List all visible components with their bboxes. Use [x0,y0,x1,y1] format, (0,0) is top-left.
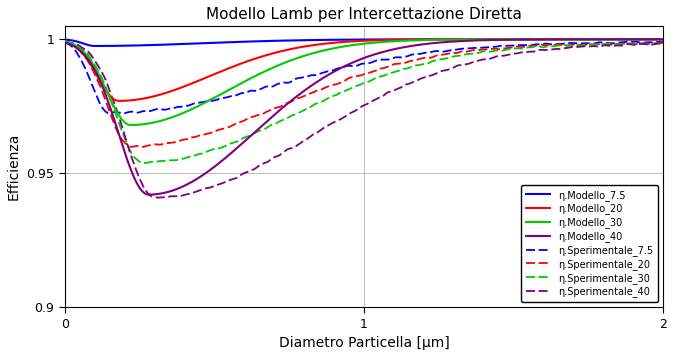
η.Sperimentale_30 [516,46,524,51]
η.Modello_30 [409,38,417,42]
Line: η.Modello_7.5: η.Modello_7.5 [65,39,663,46]
η.Sperimentale_7.5 [409,52,417,56]
Line: η.Sperimentale_7.5: η.Sperimentale_7.5 [65,42,663,113]
η.Modello_20 [61,40,69,44]
η.Modello_20 [577,37,585,41]
η.Modello_40 [61,40,69,45]
η.Modello_7.5 [98,44,106,48]
η.Sperimentale_7.5 [98,105,106,109]
η.Modello_40 [409,44,417,48]
Line: η.Modello_20: η.Modello_20 [65,39,663,101]
η.Modello_20 [443,37,451,41]
η.Modello_30 [98,79,106,83]
η.Modello_7.5 [659,37,667,41]
η.Sperimentale_20 [443,52,451,56]
η.Modello_30 [127,123,135,127]
η.Modello_7.5 [443,37,451,41]
η.Sperimentale_20 [577,43,585,47]
η.Modello_40 [577,37,585,41]
η.Modello_20 [516,37,524,41]
η.Sperimentale_20 [98,88,106,92]
η.Modello_7.5 [425,37,433,41]
Line: η.Modello_30: η.Modello_30 [65,39,663,125]
η.Modello_30 [577,37,585,41]
η.Sperimentale_7.5 [632,40,640,44]
η.Sperimentale_30 [61,40,69,44]
η.Modello_30 [425,38,433,42]
η.Sperimentale_40 [425,74,433,78]
η.Sperimentale_30 [409,64,417,68]
X-axis label: Diametro Particella [μm]: Diametro Particella [μm] [278,336,450,350]
η.Modello_7.5 [516,37,524,41]
η.Sperimentale_20 [61,41,69,45]
η.Modello_20 [115,99,123,103]
η.Sperimentale_7.5 [577,41,585,45]
η.Modello_40 [443,40,451,44]
η.Sperimentale_40 [98,70,106,74]
η.Sperimentale_20 [409,59,417,63]
η.Sperimentale_40 [154,196,162,200]
η.Modello_40 [516,37,524,42]
η.Sperimentale_40 [516,51,524,55]
Line: η.Modello_40: η.Modello_40 [65,39,663,195]
η.Modello_30 [516,37,524,41]
η.Sperimentale_7.5 [61,40,69,44]
η.Sperimentale_30 [659,41,667,46]
η.Sperimentale_7.5 [119,111,127,115]
η.Sperimentale_20 [659,41,667,45]
η.Sperimentale_30 [577,43,585,47]
η.Modello_7.5 [61,37,69,42]
η.Sperimentale_20 [516,45,524,49]
η.Sperimentale_40 [659,41,667,45]
Y-axis label: Efficienza: Efficienza [7,133,21,200]
η.Modello_40 [425,41,433,46]
η.Sperimentale_7.5 [425,50,433,55]
η.Modello_30 [659,37,667,41]
η.Modello_7.5 [91,44,99,48]
η.Modello_7.5 [409,37,417,41]
Title: Modello Lamb per Intercettazione Diretta: Modello Lamb per Intercettazione Diretta [206,7,522,22]
η.Sperimentale_40 [409,80,417,84]
η.Sperimentale_7.5 [659,40,667,44]
η.Modello_7.5 [577,37,585,41]
η.Sperimentale_40 [577,45,585,49]
Line: η.Sperimentale_20: η.Sperimentale_20 [65,43,663,147]
η.Modello_20 [425,37,433,41]
η.Sperimentale_30 [443,56,451,60]
η.Sperimentale_30 [425,61,433,65]
η.Modello_40 [659,37,667,41]
η.Sperimentale_20 [425,56,433,60]
η.Sperimentale_7.5 [516,43,524,47]
Legend: η.Modello_7.5, η.Modello_20, η.Modello_30, η.Modello_40, η.Sperimentale_7.5, η.S: η.Modello_7.5, η.Modello_20, η.Modello_3… [521,185,658,302]
η.Modello_20 [659,37,667,41]
η.Sperimentale_40 [61,39,69,43]
Line: η.Sperimentale_40: η.Sperimentale_40 [65,41,663,198]
η.Sperimentale_30 [98,76,106,80]
η.Modello_20 [98,82,106,86]
η.Sperimentale_30 [141,161,149,165]
Line: η.Sperimentale_30: η.Sperimentale_30 [65,42,663,163]
η.Modello_40 [98,83,106,87]
η.Sperimentale_7.5 [443,49,451,53]
η.Modello_40 [145,192,153,197]
η.Sperimentale_20 [139,145,147,149]
η.Modello_30 [61,39,69,44]
η.Modello_20 [409,37,417,42]
η.Modello_30 [443,37,451,42]
η.Sperimentale_40 [443,68,451,72]
